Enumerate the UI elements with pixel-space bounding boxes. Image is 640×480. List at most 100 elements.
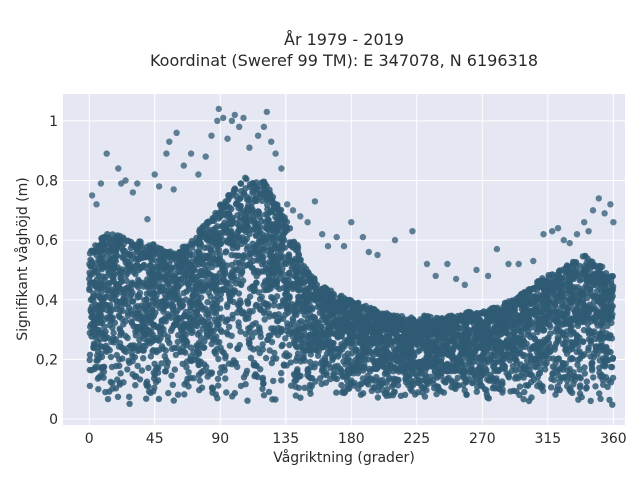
data-point [180, 289, 187, 297]
data-point [509, 338, 516, 346]
data-point [197, 285, 204, 292]
data-point [297, 343, 305, 351]
data-point [547, 384, 555, 391]
data-point [222, 210, 229, 218]
data-point [273, 262, 281, 269]
data-point [111, 265, 118, 272]
data-point [196, 359, 203, 367]
data-point [517, 372, 524, 380]
data-point [433, 319, 441, 326]
data-point [608, 319, 615, 327]
data-point [575, 396, 582, 403]
data-point [567, 327, 574, 334]
data-point [95, 386, 102, 393]
data-point [196, 249, 203, 256]
data-point [339, 346, 346, 353]
data-point [155, 395, 163, 403]
data-point [151, 384, 158, 391]
data-point [587, 337, 594, 344]
data-point [271, 311, 279, 319]
data-point [244, 297, 251, 305]
data-point [363, 379, 370, 386]
data-point [294, 247, 301, 255]
data-point [577, 375, 584, 382]
data-point [168, 372, 175, 379]
data-point [100, 258, 107, 265]
data-point [307, 358, 314, 366]
data-point [424, 322, 431, 329]
data-point [500, 355, 507, 362]
data-point [272, 241, 280, 249]
data-point [531, 336, 539, 343]
data-point [102, 234, 109, 241]
data-point [394, 337, 401, 344]
data-point [92, 267, 99, 274]
data-point [157, 287, 164, 295]
data-point [593, 343, 600, 350]
data-point [90, 293, 97, 301]
data-point [238, 269, 246, 276]
data-point [296, 319, 303, 326]
data-point [106, 279, 113, 287]
data-point [119, 355, 126, 362]
data-point [247, 354, 255, 362]
data-point [322, 379, 330, 386]
data-point [279, 315, 287, 322]
data-point [213, 249, 220, 256]
data-point [402, 374, 409, 382]
data-point [590, 374, 597, 381]
data-point [281, 229, 288, 237]
data-point [568, 300, 575, 307]
data-point [550, 290, 557, 297]
data-point [160, 308, 167, 315]
data-point [541, 361, 549, 368]
data-point [424, 345, 431, 352]
data-point [162, 347, 169, 354]
data-point [119, 246, 127, 254]
data-point [551, 343, 558, 350]
data-point [563, 335, 570, 343]
data-point [148, 257, 156, 264]
data-point [302, 319, 309, 327]
data-point [246, 181, 254, 188]
data-point [489, 385, 496, 392]
data-point [415, 377, 422, 384]
data-point [463, 391, 470, 398]
data-point [182, 331, 190, 338]
data-point [270, 302, 277, 309]
data-point [435, 331, 442, 338]
data-point [564, 309, 571, 316]
data-point [118, 344, 125, 351]
data-point [325, 305, 333, 313]
data-point [250, 213, 257, 220]
data-point [114, 281, 122, 288]
data-point [585, 344, 592, 351]
data-point [88, 247, 96, 255]
data-point [261, 268, 268, 275]
data-point [603, 287, 610, 294]
data-point [252, 329, 259, 336]
data-point [270, 377, 277, 385]
data-point [102, 388, 109, 396]
data-point [260, 392, 268, 399]
data-point [196, 377, 203, 384]
data-point [250, 346, 257, 353]
data-point [390, 368, 397, 375]
data-point [582, 265, 589, 272]
data-point [272, 220, 280, 227]
data-point [258, 261, 266, 268]
data-point [134, 294, 141, 301]
data-point [349, 340, 356, 347]
data-point [198, 267, 205, 275]
data-point [107, 353, 115, 361]
data-point [228, 361, 236, 368]
data-point [315, 347, 322, 355]
data-point [108, 314, 115, 321]
data-point [192, 308, 199, 315]
data-point [355, 358, 363, 366]
data-point [306, 386, 314, 393]
data-point [517, 361, 524, 368]
data-point [292, 302, 299, 309]
data-point [135, 310, 142, 318]
